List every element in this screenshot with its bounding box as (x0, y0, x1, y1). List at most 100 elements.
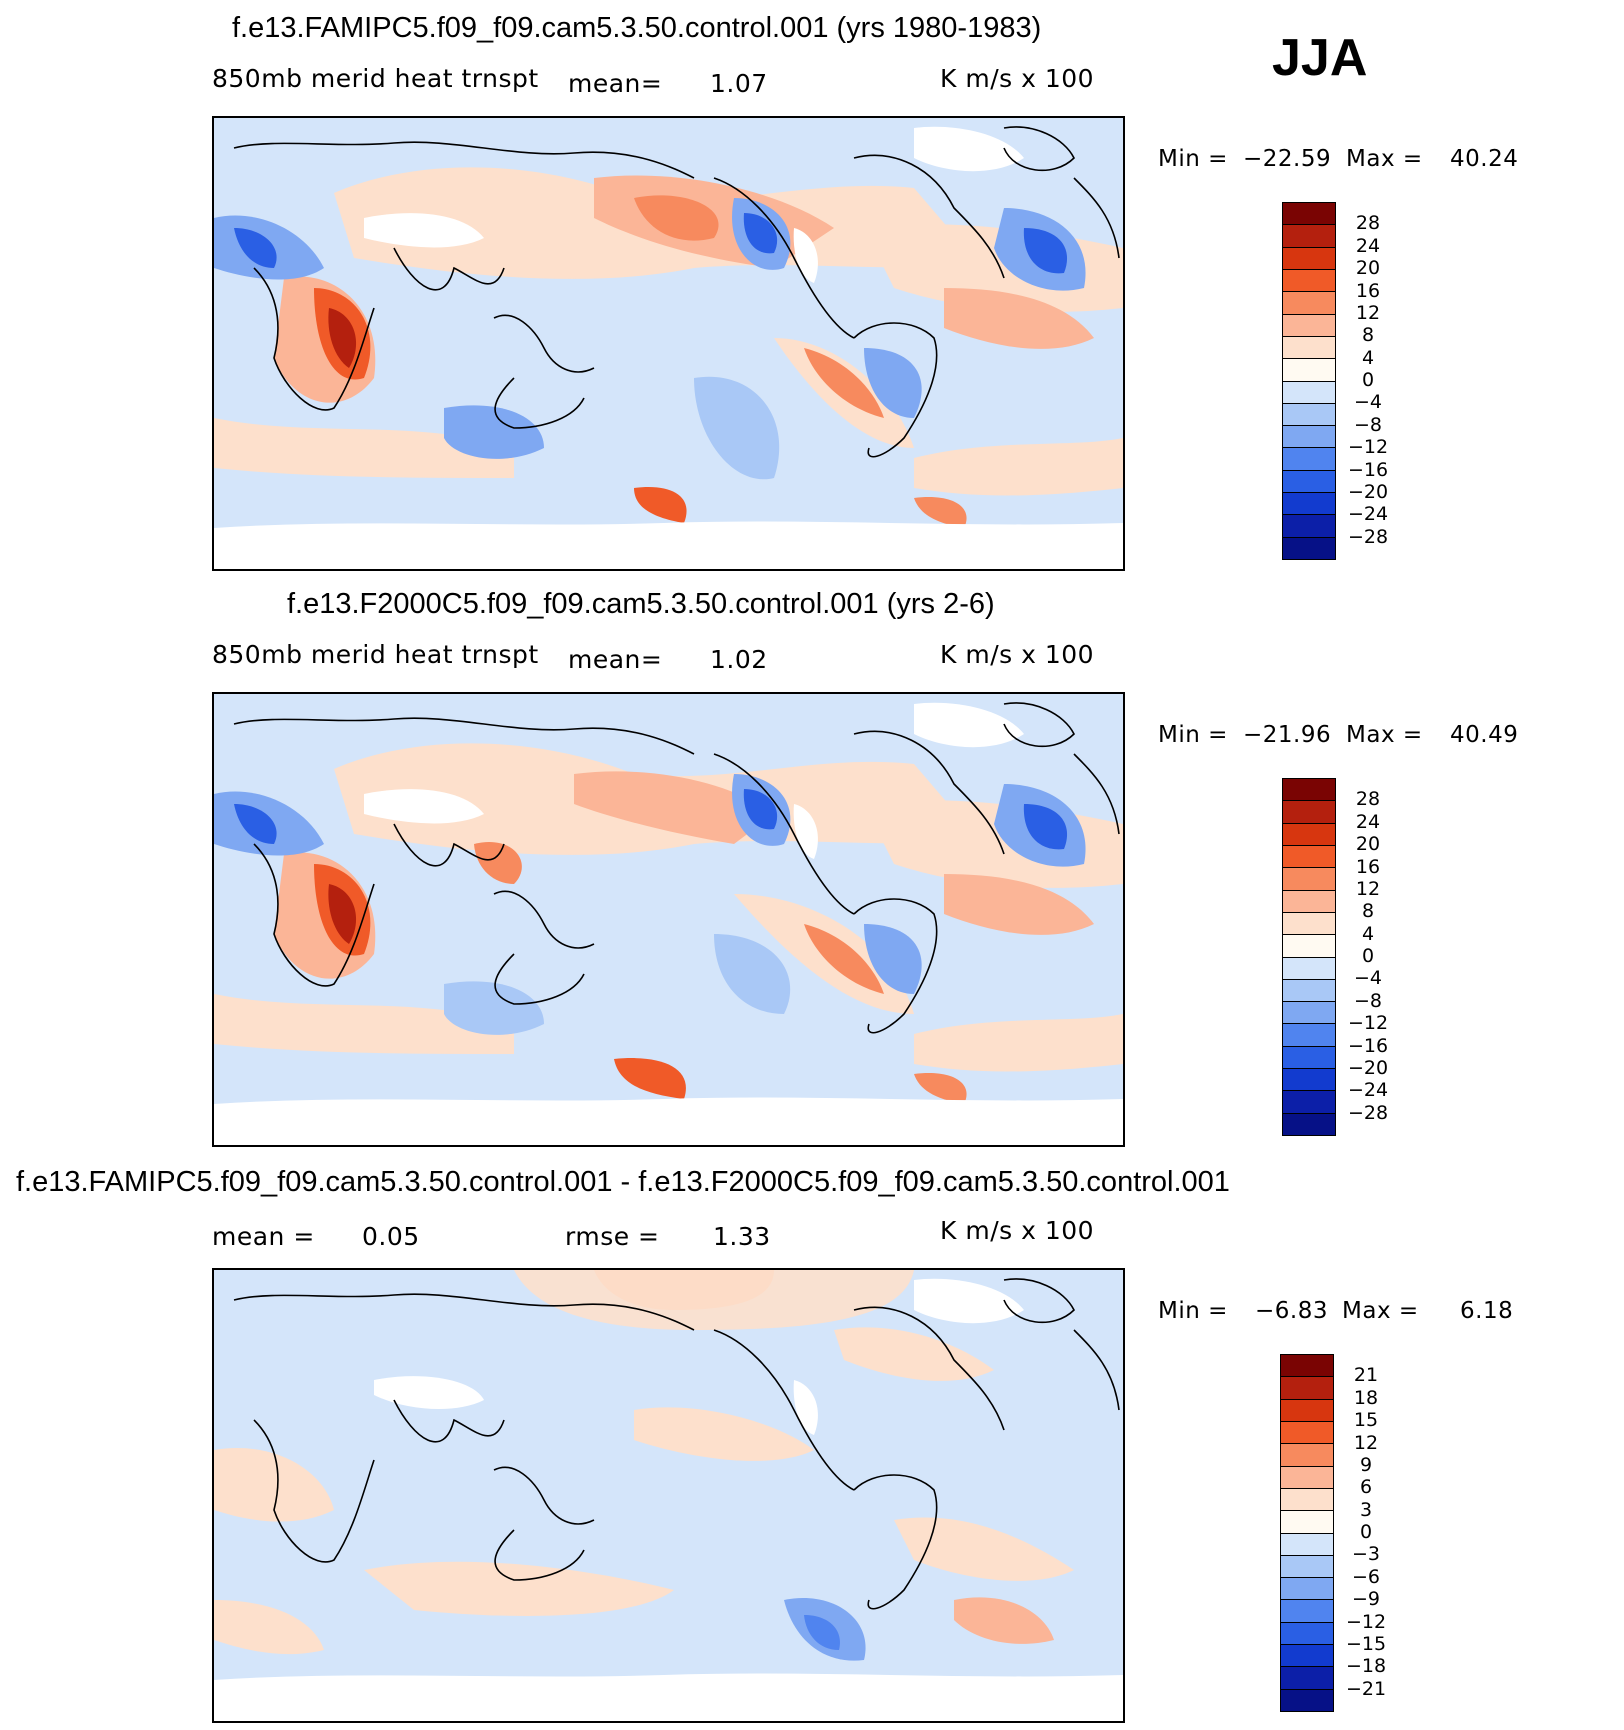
colorbar-tick-label: −28 (1347, 1101, 1389, 1124)
panel-3-rmse-value: 1.33 (713, 1222, 771, 1251)
colorbar-swatch (1283, 1091, 1335, 1114)
panel-3-mean-label: mean = (212, 1222, 315, 1251)
colorbar-tick-label: −24 (1347, 503, 1389, 526)
panel-1-min-value: −22.59 (1243, 146, 1332, 172)
colorbar-swatch (1283, 845, 1335, 869)
colorbar-swatch (1281, 1667, 1333, 1690)
panel-1-mean-value: 1.07 (710, 69, 768, 98)
colorbar-tick-label: 15 (1353, 1409, 1379, 1432)
colorbar-swatch (1281, 1399, 1333, 1422)
colorbar-swatch (1281, 1622, 1333, 1646)
panel-3-colorbar (1280, 1354, 1334, 1712)
colorbar-tick-label: −18 (1345, 1655, 1387, 1678)
panel-2-min-value: −21.96 (1243, 722, 1332, 748)
colorbar-swatch (1283, 1113, 1335, 1135)
panel-1-map-field (214, 118, 1123, 569)
colorbar-tick-label: −15 (1345, 1632, 1387, 1655)
colorbar-swatch (1283, 1046, 1335, 1070)
panel-1-min-label: Min = (1158, 146, 1228, 172)
colorbar-swatch (1283, 247, 1335, 270)
colorbar-swatch (1281, 1466, 1333, 1489)
colorbar-swatch (1281, 1645, 1333, 1668)
panel-2-colorbar (1282, 778, 1336, 1136)
colorbar-swatch (1283, 1002, 1335, 1025)
panel-1-units: K m/s x 100 (940, 64, 1095, 93)
colorbar-swatch (1283, 314, 1335, 337)
colorbar-tick-label: −4 (1353, 967, 1382, 990)
colorbar-swatch (1281, 1555, 1333, 1579)
colorbar-tick-label: 28 (1355, 788, 1381, 811)
colorbar-tick-label: 24 (1355, 234, 1381, 257)
colorbar-swatch (1283, 470, 1335, 494)
colorbar-tick-label: 4 (1361, 346, 1375, 369)
colorbar-tick-label: 8 (1361, 324, 1375, 347)
panel-2-map (212, 692, 1125, 1147)
colorbar-swatch (1281, 1600, 1333, 1623)
panel-2-min-label: Min = (1158, 722, 1228, 748)
colorbar-tick-label: 0 (1359, 1521, 1373, 1543)
colorbar-swatch (1283, 801, 1335, 824)
panel-1-map (212, 116, 1125, 571)
colorbar-tick-label: 24 (1355, 810, 1381, 833)
colorbar-tick-label: −16 (1347, 1034, 1389, 1057)
panel-2-title: f.e13.F2000C5.f09_f09.cam5.3.50.control.… (287, 588, 995, 620)
panel-3-map-field (214, 1270, 1123, 1721)
colorbar-swatch (1283, 381, 1335, 404)
colorbar-swatch (1283, 493, 1335, 516)
colorbar-tick-label: 9 (1359, 1453, 1373, 1476)
panel-2-max-label: Max = (1346, 722, 1423, 748)
colorbar-tick-label: −9 (1351, 1588, 1380, 1611)
season-label: JJA (1272, 29, 1368, 87)
colorbar-tick-label: 20 (1355, 833, 1381, 856)
colorbar-tick-label: −3 (1351, 1543, 1380, 1566)
colorbar-tick-label: 3 (1359, 1498, 1373, 1521)
colorbar-tick-label: 21 (1353, 1364, 1379, 1387)
panel-1-title: f.e13.FAMIPC5.f09_f09.cam5.3.50.control.… (232, 12, 1042, 44)
colorbar-tick-label: 8 (1361, 900, 1375, 923)
panel-2-units: K m/s x 100 (940, 640, 1095, 669)
colorbar-tick-label: −8 (1353, 413, 1382, 436)
colorbar-tick-label: −16 (1347, 458, 1389, 481)
colorbar-tick-label: −6 (1351, 1565, 1380, 1588)
panel-2-variable: 850mb merid heat trnspt (212, 640, 539, 669)
colorbar-swatch (1281, 1511, 1333, 1534)
colorbar-swatch (1281, 1421, 1333, 1445)
colorbar-tick-label: 16 (1355, 855, 1381, 878)
colorbar-swatch (1283, 225, 1335, 248)
colorbar-tick-label: 0 (1361, 369, 1375, 391)
colorbar-swatch (1283, 1069, 1335, 1092)
colorbar-tick-label: 28 (1355, 212, 1381, 235)
colorbar-swatch (1283, 336, 1335, 360)
colorbar-tick-label: 6 (1359, 1476, 1373, 1499)
panel-1-max-label: Max = (1346, 146, 1423, 172)
colorbar-tick-label: 18 (1353, 1386, 1379, 1409)
panel-3-min-value: −6.83 (1255, 1298, 1328, 1324)
colorbar-tick-label: 12 (1355, 301, 1381, 324)
panel-2-max-value: 40.49 (1450, 722, 1519, 748)
colorbar-tick-label: −12 (1345, 1610, 1387, 1633)
colorbar-swatch (1283, 292, 1335, 315)
colorbar-swatch (1283, 515, 1335, 538)
panel-3-rmse-label: rmse = (565, 1222, 660, 1251)
colorbar-swatch (1283, 890, 1335, 913)
colorbar-swatch (1281, 1355, 1333, 1378)
colorbar-tick-label: −4 (1353, 391, 1382, 414)
panel-1-colorbar (1282, 202, 1336, 560)
colorbar-swatch (1283, 426, 1335, 449)
colorbar-tick-label: 4 (1361, 922, 1375, 945)
colorbar-swatch (1283, 448, 1335, 471)
colorbar-tick-label: 20 (1355, 257, 1381, 280)
colorbar-tick-label: 0 (1361, 945, 1375, 967)
colorbar-tick-label: −8 (1353, 989, 1382, 1012)
panel-1-max-value: 40.24 (1450, 146, 1519, 172)
colorbar-tick-label: −12 (1347, 436, 1389, 459)
colorbar-tick-label: 16 (1355, 279, 1381, 302)
panel-2-mean-value: 1.02 (710, 645, 768, 674)
panel-3-title: f.e13.FAMIPC5.f09_f09.cam5.3.50.control.… (16, 1166, 1230, 1198)
colorbar-swatch (1281, 1689, 1333, 1711)
colorbar-swatch (1281, 1377, 1333, 1400)
colorbar-swatch (1281, 1578, 1333, 1601)
panel-1-variable: 850mb merid heat trnspt (212, 64, 539, 93)
panel-3-map (212, 1268, 1125, 1723)
colorbar-swatch (1281, 1488, 1333, 1512)
